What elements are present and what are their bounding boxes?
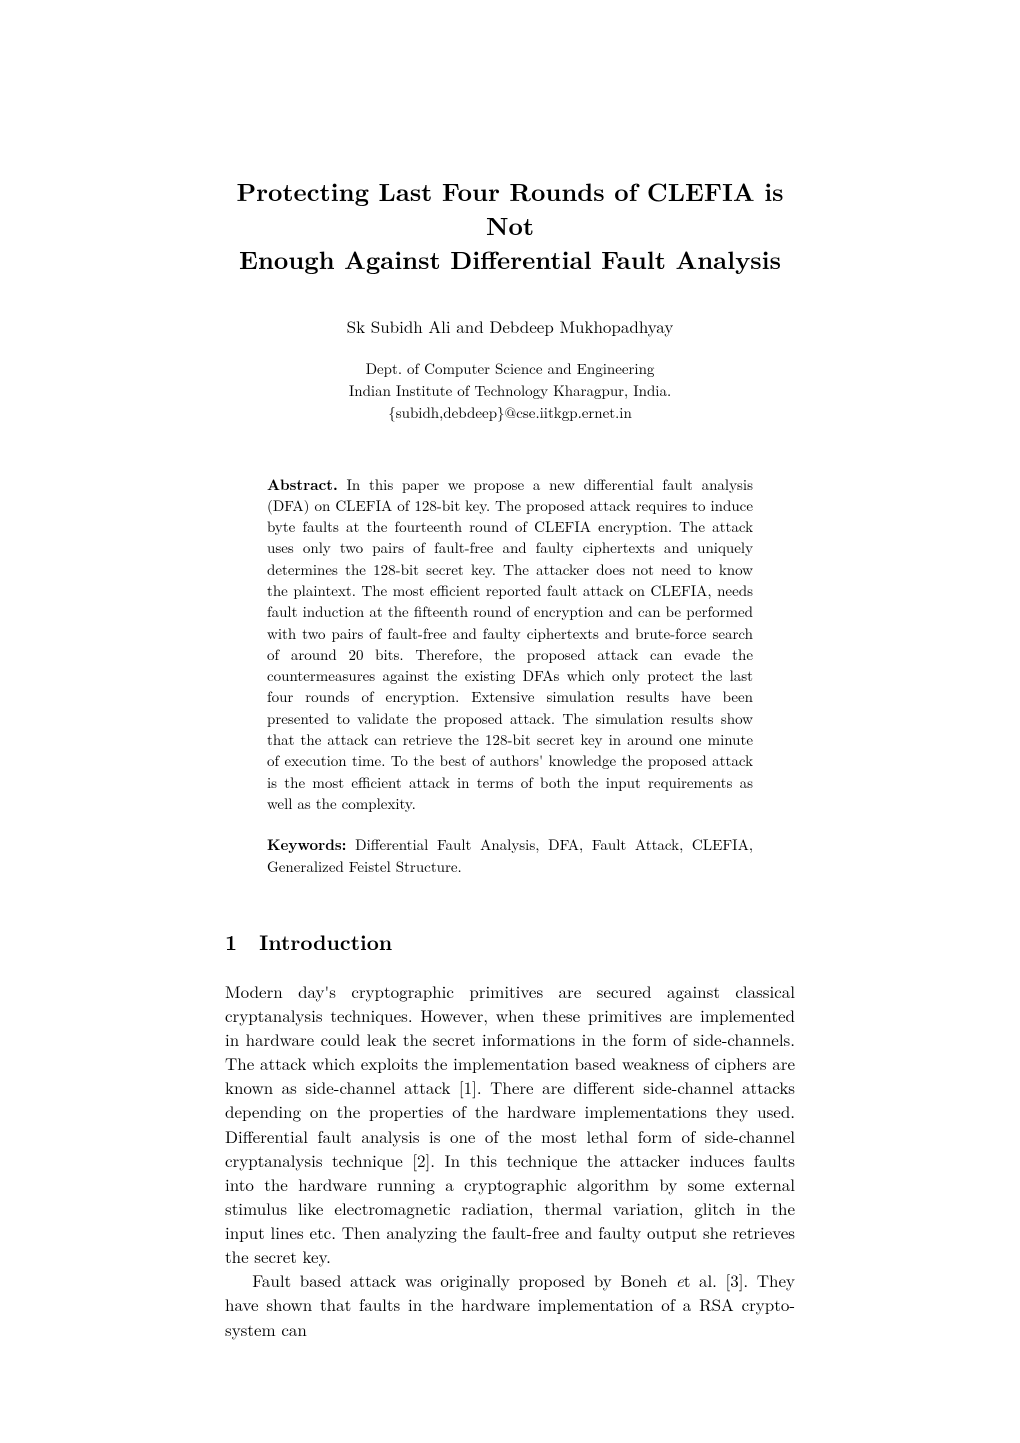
- section-number: 1: [225, 927, 237, 957]
- intro-paragraph-2: Fault based attack was originally propos…: [225, 1268, 795, 1340]
- para2-pre: Fault based attack was originally propos…: [252, 1268, 676, 1292]
- paper-title: Protecting Last Four Rounds of CLEFIA is…: [225, 175, 795, 276]
- abstract-block: Abstract. In this paper we propose a new…: [267, 474, 753, 815]
- section-title: Introduction: [259, 927, 392, 957]
- affiliation-line-3: {subidh,debdeep}@cse.iitkgp.ernet.in: [388, 402, 632, 423]
- abstract-label: Abstract.: [267, 474, 338, 495]
- intro-paragraph-1: Modern day's cryptographic primitives ar…: [225, 979, 795, 1269]
- affiliation-block: Dept. of Computer Science and Engineerin…: [225, 358, 795, 423]
- affiliation-line-1: Dept. of Computer Science and Engineerin…: [366, 358, 655, 379]
- affiliation-line-2: Indian Institute of Technology Kharagpur…: [349, 380, 671, 401]
- para2-italic: e: [676, 1268, 684, 1292]
- author-line: Sk Subidh Ali and Debdeep Mukhopadhyay: [225, 314, 795, 338]
- title-line-1: Protecting Last Four Rounds of CLEFIA is…: [236, 174, 783, 243]
- paper-page: Protecting Last Four Rounds of CLEFIA is…: [0, 0, 1020, 1443]
- title-line-2: Enough Against Differential Fault Analys…: [239, 242, 781, 277]
- keywords-block: Keywords: Differential Fault Analysis, D…: [267, 834, 753, 877]
- keywords-label: Keywords:: [267, 834, 346, 855]
- abstract-text: In this paper we propose a new different…: [267, 474, 753, 814]
- section-heading-introduction: 1 Introduction: [225, 927, 795, 957]
